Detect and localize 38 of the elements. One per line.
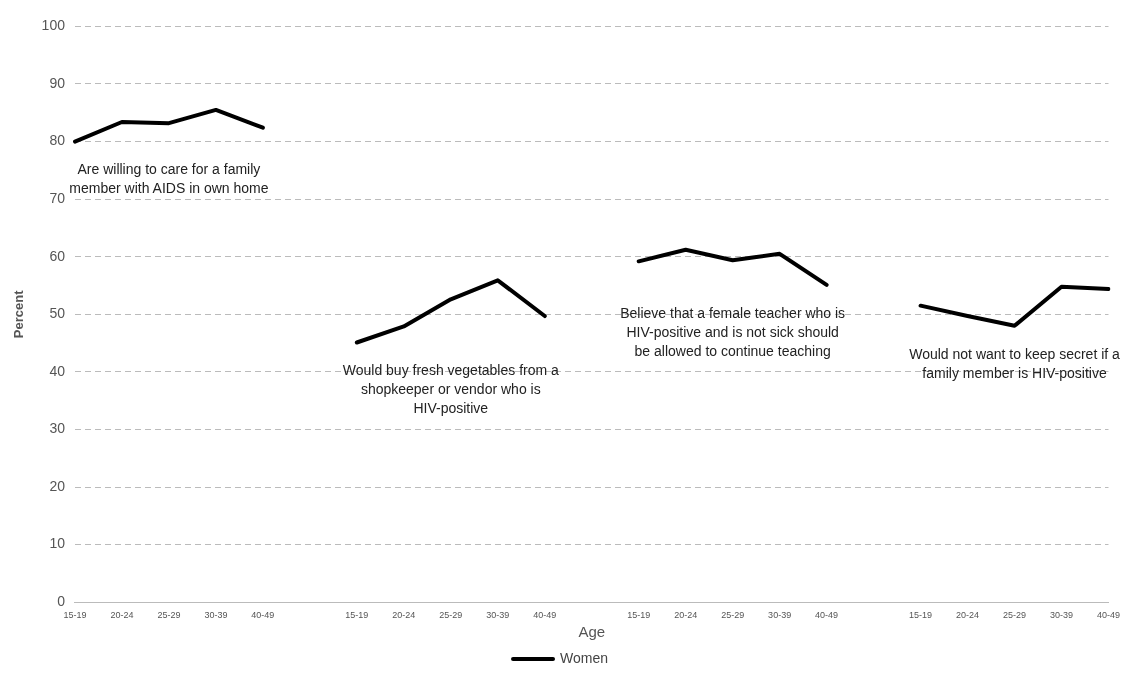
x-tick-label: 25-29	[1003, 610, 1027, 621]
annotation: Would buy fresh vegetables from a shopkeeper or vendor who is HIV-positive	[342, 362, 560, 417]
x-tick-label: 15-19	[63, 610, 87, 621]
x-tick-label: 30-39	[204, 610, 228, 621]
x-tick-label: 40-49	[815, 610, 839, 621]
x-tick-label: 15-19	[909, 610, 933, 621]
x-tick-label: 30-39	[768, 610, 792, 621]
x-tick-label: 20-24	[110, 610, 134, 621]
x-tick-label: 40-49	[533, 610, 557, 621]
legend-label: Women	[560, 649, 608, 666]
x-tick-label: 20-24	[674, 610, 698, 621]
y-tick-label: 10	[49, 535, 66, 552]
y-tick-label: 20	[49, 477, 66, 494]
y-tick-label: 60	[49, 247, 66, 264]
x-tick-label: 20-24	[956, 610, 980, 621]
x-axis-title: Age	[578, 623, 606, 641]
x-tick-label: 25-29	[157, 610, 181, 621]
y-tick-label: 80	[49, 132, 66, 149]
x-tick-label: 25-29	[439, 610, 463, 621]
y-tick-label: 50	[49, 305, 66, 322]
x-tick-label: 15-19	[345, 610, 369, 621]
y-tick-label: 30	[49, 420, 66, 437]
x-tick-label: 40-49	[251, 610, 275, 621]
x-tick-label: 40-49	[1096, 610, 1121, 621]
y-tick-label: 40	[49, 362, 66, 379]
annotation: Would not want to keep secret if a family member is HIV-positive	[909, 345, 1121, 381]
y-tick-label: 0	[57, 593, 66, 610]
x-tick-label: 30-39	[1050, 610, 1074, 621]
y-tick-label: 70	[49, 190, 66, 206]
y-axis-title: Percent	[11, 289, 27, 339]
y-tick-label: 90	[49, 74, 66, 91]
x-tick-label: 15-19	[627, 610, 651, 621]
x-tick-label: 25-29	[721, 610, 745, 621]
annotation: Believe that a female teacher who is HIV-positive and is not sick should be allowed to continue teaching	[620, 304, 846, 359]
y-tick-label: 100	[41, 17, 66, 34]
x-tick-label: 30-39	[486, 610, 510, 621]
x-tick-label: 20-24	[392, 610, 416, 621]
annotation: Are willing to care for a family member with AIDS in own home	[69, 161, 269, 197]
